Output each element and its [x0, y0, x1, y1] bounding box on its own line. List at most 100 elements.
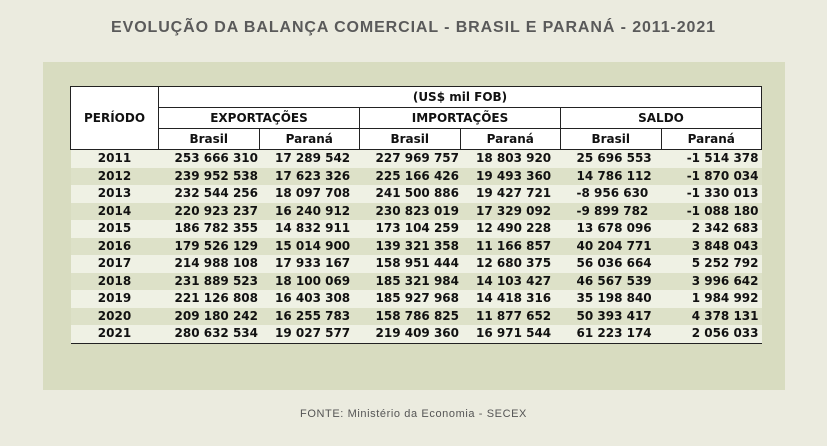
- cell-balance-brasil: 25 696 553: [560, 149, 661, 168]
- subheader-exports-parana: Paraná: [258, 128, 360, 150]
- cell-imports-brasil: 227 969 757: [359, 149, 460, 168]
- cell-exports-brasil: 232 544 256: [158, 185, 259, 203]
- cell-year: 2015: [70, 220, 159, 238]
- table-row: 2017 214 988 108 17 933 167 158 951 444 …: [70, 255, 762, 273]
- cell-imports-parana: 14 103 427: [460, 272, 561, 290]
- table-row: 2021 280 632 534 19 027 577 219 409 360 …: [70, 325, 762, 344]
- cell-balance-parana: 3 848 043: [661, 237, 762, 255]
- table-row: 2015 186 782 355 14 832 911 173 104 259 …: [70, 220, 762, 238]
- cell-exports-brasil: 209 180 242: [158, 307, 259, 325]
- cell-exports-parana: 16 240 912: [259, 202, 360, 220]
- cell-exports-parana: 19 027 577: [259, 325, 360, 344]
- subheader-balance-parana: Paraná: [660, 128, 762, 150]
- exports-header: EXPORTAÇÕES: [158, 107, 360, 129]
- cell-balance-brasil: -9 899 782: [560, 202, 661, 220]
- cell-imports-parana: 16 971 544: [460, 325, 561, 344]
- imports-header: IMPORTAÇÕES: [359, 107, 561, 129]
- cell-imports-parana: 17 329 092: [460, 202, 561, 220]
- cell-exports-parana: 17 289 542: [259, 149, 360, 168]
- trade-balance-table: PERÍODO (US$ mil FOB) EXPORTAÇÕES IMPORT…: [70, 86, 762, 344]
- cell-balance-brasil: 35 198 840: [560, 290, 661, 308]
- cell-year: 2018: [70, 272, 159, 290]
- cell-imports-brasil: 230 823 019: [359, 202, 460, 220]
- cell-balance-brasil: 61 223 174: [560, 325, 661, 344]
- cell-balance-parana: 5 252 792: [661, 255, 762, 273]
- cell-year: 2014: [70, 202, 159, 220]
- table-row: 2012 239 952 538 17 623 326 225 166 426 …: [70, 167, 762, 185]
- cell-imports-brasil: 219 409 360: [359, 325, 460, 344]
- cell-year: 2020: [70, 307, 159, 325]
- cell-balance-parana: -1 514 378: [661, 149, 762, 168]
- cell-exports-parana: 18 100 069: [259, 272, 360, 290]
- cell-imports-parana: 12 490 228: [460, 220, 561, 238]
- cell-imports-parana: 19 427 721: [460, 185, 561, 203]
- cell-year: 2012: [70, 167, 159, 185]
- cell-imports-brasil: 158 951 444: [359, 255, 460, 273]
- cell-imports-parana: 11 166 857: [460, 237, 561, 255]
- cell-imports-brasil: 225 166 426: [359, 167, 460, 185]
- table-row: 2020 209 180 242 16 255 783 158 786 825 …: [70, 307, 762, 325]
- cell-year: 2021: [70, 325, 159, 344]
- cell-exports-parana: 14 832 911: [259, 220, 360, 238]
- cell-exports-parana: 16 403 308: [259, 290, 360, 308]
- cell-imports-brasil: 158 786 825: [359, 307, 460, 325]
- subheader-imports-parana: Paraná: [459, 128, 561, 150]
- cell-exports-brasil: 239 952 538: [158, 167, 259, 185]
- cell-imports-brasil: 139 321 358: [359, 237, 460, 255]
- cell-imports-parana: 11 877 652: [460, 307, 561, 325]
- cell-imports-parana: 18 803 920: [460, 149, 561, 168]
- cell-exports-parana: 17 933 167: [259, 255, 360, 273]
- cell-balance-brasil: 46 567 539: [560, 272, 661, 290]
- cell-balance-brasil: 50 393 417: [560, 307, 661, 325]
- table-panel: PERÍODO (US$ mil FOB) EXPORTAÇÕES IMPORT…: [43, 62, 785, 390]
- page-title: EVOLUÇÃO DA BALANÇA COMERCIAL - BRASIL E…: [111, 19, 716, 36]
- cell-exports-brasil: 253 666 310: [158, 149, 259, 168]
- cell-balance-parana: -1 088 180: [661, 202, 762, 220]
- cell-exports-parana: 16 255 783: [259, 307, 360, 325]
- table-row: 2014 220 923 237 16 240 912 230 823 019 …: [70, 202, 762, 220]
- cell-balance-parana: 1 984 992: [661, 290, 762, 308]
- cell-balance-parana: -1 870 034: [661, 167, 762, 185]
- cell-year: 2013: [70, 185, 159, 203]
- cell-year: 2016: [70, 237, 159, 255]
- cell-year: 2011: [70, 149, 159, 168]
- cell-balance-brasil: 14 786 112: [560, 167, 661, 185]
- cell-exports-brasil: 231 889 523: [158, 272, 259, 290]
- cell-balance-parana: 2 342 683: [661, 220, 762, 238]
- source-note: FONTE: Ministério da Economia - SECEX: [300, 408, 527, 420]
- cell-imports-brasil: 185 321 984: [359, 272, 460, 290]
- table-row: 2018 231 889 523 18 100 069 185 321 984 …: [70, 272, 762, 290]
- subheader-exports-brasil: Brasil: [158, 128, 260, 150]
- cell-exports-brasil: 220 923 237: [158, 202, 259, 220]
- cell-balance-parana: 2 056 033: [661, 325, 762, 344]
- cell-exports-brasil: 179 526 129: [158, 237, 259, 255]
- table-row: 2016 179 526 129 15 014 900 139 321 358 …: [70, 237, 762, 255]
- subheader-imports-brasil: Brasil: [359, 128, 461, 150]
- balance-header: SALDO: [560, 107, 762, 129]
- table-row: 2013 232 544 256 18 097 708 241 500 886 …: [70, 185, 762, 203]
- cell-balance-parana: -1 330 013: [661, 185, 762, 203]
- cell-imports-parana: 12 680 375: [460, 255, 561, 273]
- table-row: 2019 221 126 808 16 403 308 185 927 968 …: [70, 290, 762, 308]
- cell-balance-brasil: 40 204 771: [560, 237, 661, 255]
- cell-exports-parana: 18 097 708: [259, 185, 360, 203]
- cell-exports-parana: 15 014 900: [259, 237, 360, 255]
- cell-exports-brasil: 186 782 355: [158, 220, 259, 238]
- cell-imports-brasil: 241 500 886: [359, 185, 460, 203]
- cell-exports-brasil: 214 988 108: [158, 255, 259, 273]
- period-header: PERÍODO: [70, 86, 159, 150]
- cell-exports-brasil: 280 632 534: [158, 325, 259, 344]
- cell-imports-parana: 14 418 316: [460, 290, 561, 308]
- cell-balance-parana: 4 378 131: [661, 307, 762, 325]
- cell-balance-brasil: 56 036 664: [560, 255, 661, 273]
- cell-exports-brasil: 221 126 808: [158, 290, 259, 308]
- cell-imports-brasil: 173 104 259: [359, 220, 460, 238]
- cell-balance-brasil: 13 678 096: [560, 220, 661, 238]
- cell-exports-parana: 17 623 326: [259, 167, 360, 185]
- cell-year: 2017: [70, 255, 159, 273]
- unit-header: (US$ mil FOB): [158, 86, 762, 108]
- cell-imports-brasil: 185 927 968: [359, 290, 460, 308]
- cell-balance-brasil: -8 956 630: [560, 185, 661, 203]
- cell-year: 2019: [70, 290, 159, 308]
- subheader-balance-brasil: Brasil: [560, 128, 662, 150]
